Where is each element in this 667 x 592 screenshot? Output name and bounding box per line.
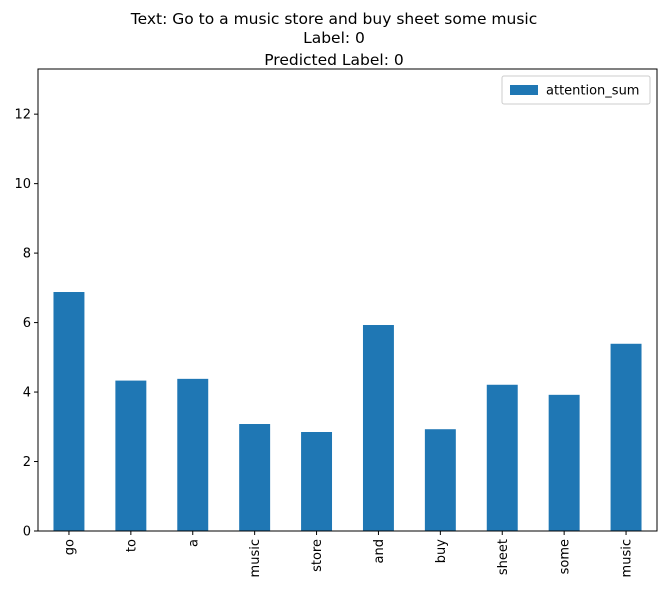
plot-frame bbox=[37, 68, 658, 532]
y-tick-label-10: 10 bbox=[14, 177, 31, 192]
x-tick-label-go-0: go bbox=[62, 539, 77, 555]
x-tick-label-to-1: to bbox=[124, 539, 139, 552]
bar-store-4 bbox=[301, 432, 333, 531]
y-tick-label-8: 8 bbox=[23, 247, 31, 262]
x-tick-label-music-3: music bbox=[248, 539, 263, 577]
title-line-3: Predicted Label: 0 bbox=[264, 51, 404, 69]
x-tick-label-a-2: a bbox=[186, 539, 201, 547]
bar-sheet-7 bbox=[486, 384, 518, 531]
bar-some-8 bbox=[548, 394, 580, 531]
legend: attention_sum bbox=[501, 75, 651, 105]
bar-buy-6 bbox=[424, 429, 456, 531]
bar-and-5 bbox=[362, 325, 394, 531]
title-line-1: Text: Go to a music store and buy sheet … bbox=[130, 10, 538, 28]
x-tick-label-music-9: music bbox=[620, 539, 635, 577]
bar-a-2 bbox=[177, 378, 209, 531]
chart-title: Text: Go to a music store and buy sheet … bbox=[130, 10, 538, 69]
x-tick-label-store-4: store bbox=[310, 539, 325, 572]
bar-music-3 bbox=[239, 424, 271, 531]
y-tick-label-6: 6 bbox=[23, 316, 31, 331]
bar-go-0 bbox=[53, 292, 85, 531]
bars-group bbox=[53, 292, 642, 531]
x-tick-label-buy-6: buy bbox=[434, 539, 449, 563]
title-line-2: Label: 0 bbox=[303, 29, 365, 47]
axes-group: 0 2 4 6 8 10 12 go to a music store and buy sheet some m… bbox=[14, 68, 658, 577]
x-tick-label-some-8: some bbox=[558, 539, 573, 574]
y-tick-label-2: 2 bbox=[23, 455, 31, 470]
bar-to-1 bbox=[115, 380, 147, 531]
y-tick-label-4: 4 bbox=[23, 386, 31, 401]
legend-swatch bbox=[510, 85, 538, 95]
x-tick-label-and-5: and bbox=[372, 539, 387, 563]
x-tick-label-sheet-7: sheet bbox=[496, 539, 511, 575]
legend-box bbox=[501, 75, 651, 105]
y-tick-label-0: 0 bbox=[23, 525, 31, 540]
legend-label: attention_sum bbox=[546, 84, 639, 99]
y-tick-label-12: 12 bbox=[14, 108, 31, 123]
bar-music-9 bbox=[610, 343, 642, 531]
